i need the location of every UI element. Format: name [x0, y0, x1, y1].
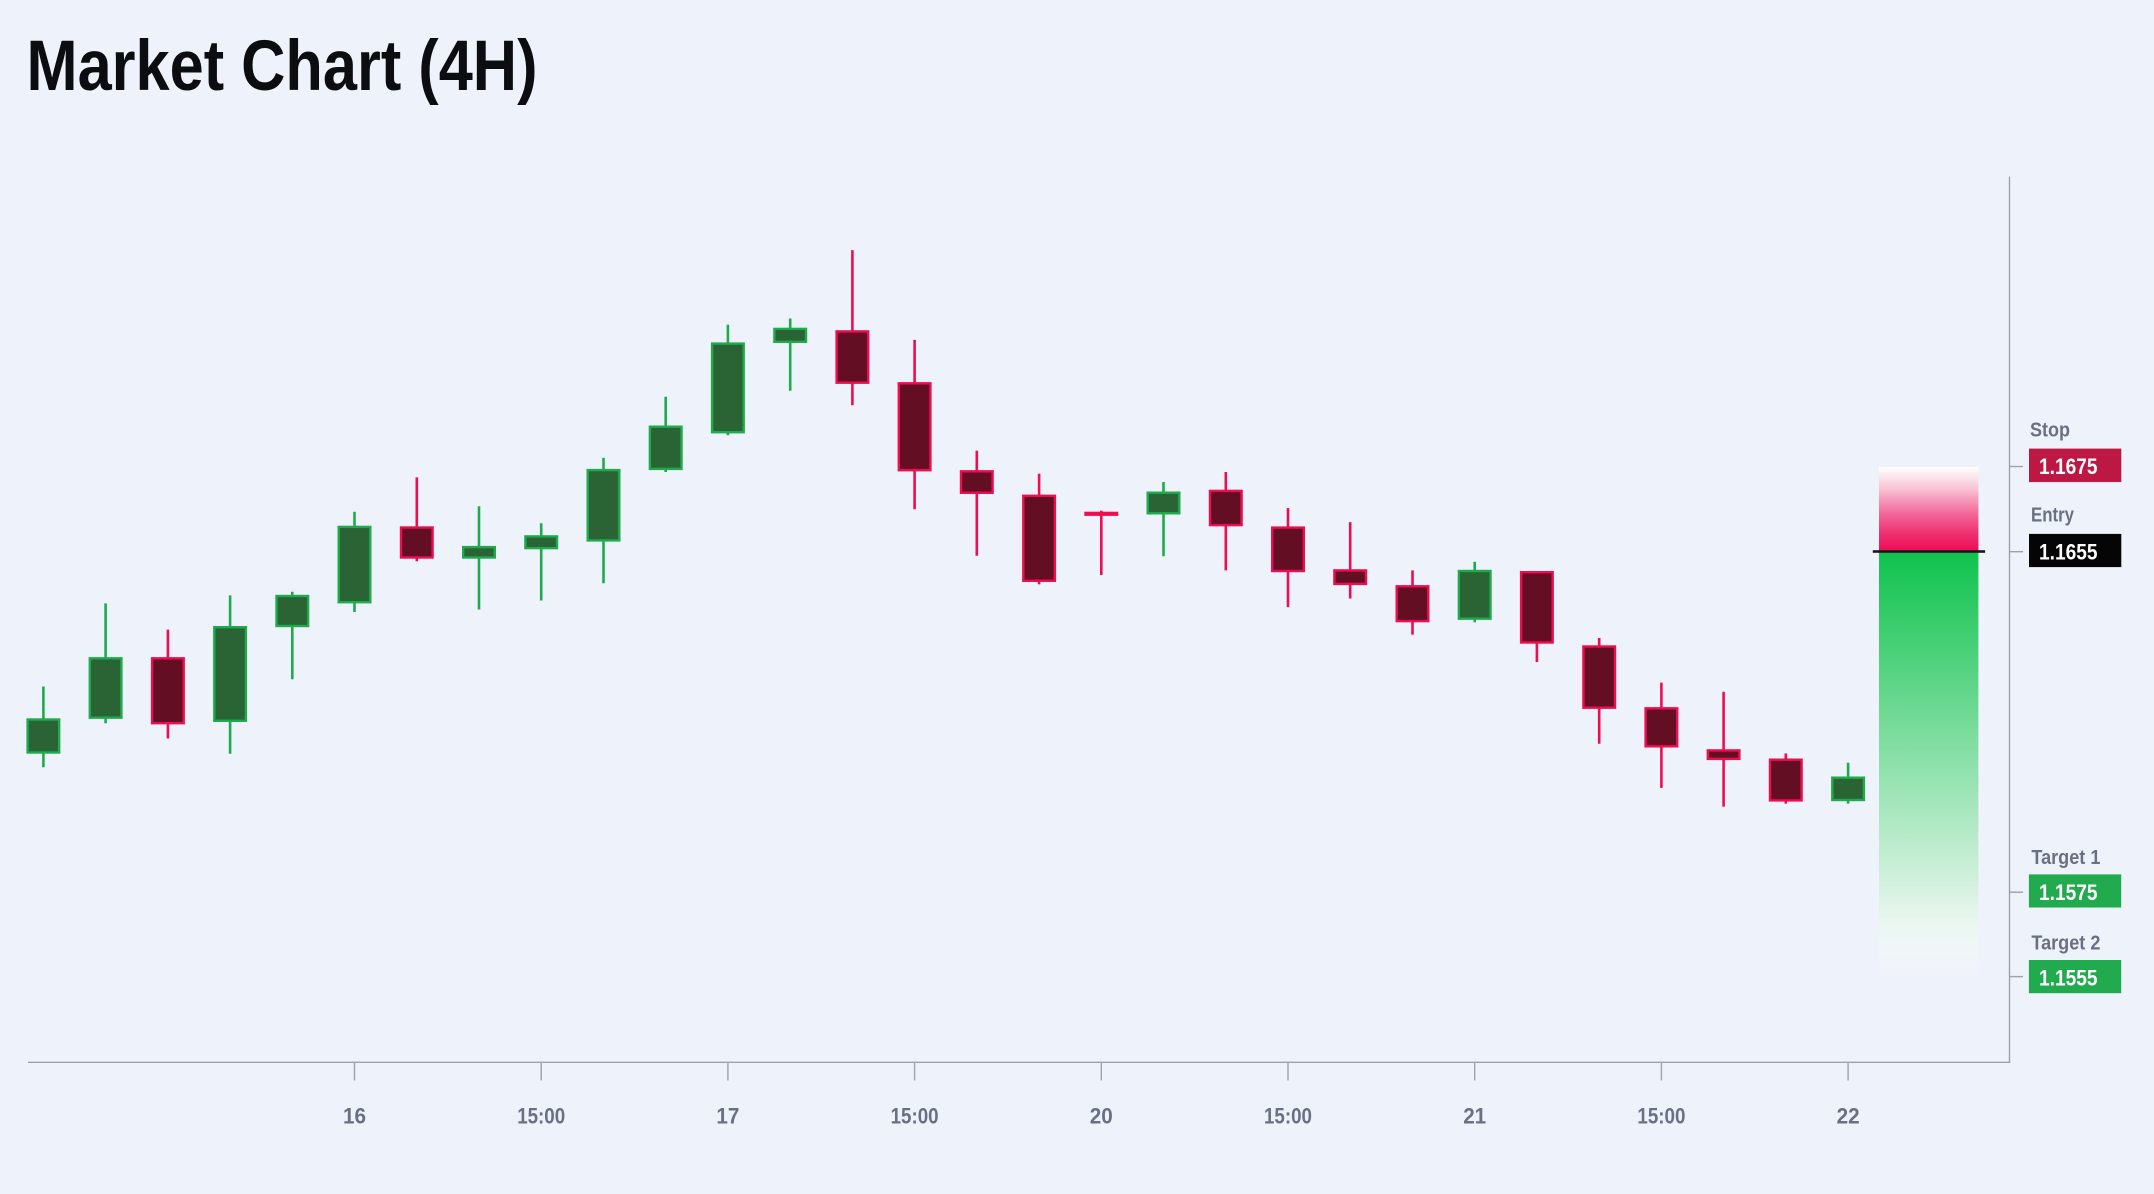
svg-text:22: 22	[1837, 1104, 1860, 1129]
svg-text:15:00: 15:00	[1637, 1104, 1685, 1129]
svg-text:16: 16	[343, 1104, 366, 1129]
svg-text:Market Chart (4H): Market Chart (4H)	[27, 27, 538, 106]
svg-text:15:00: 15:00	[517, 1104, 565, 1129]
svg-text:17: 17	[716, 1104, 739, 1129]
svg-text:20: 20	[1090, 1104, 1113, 1129]
svg-text:Target 1: Target 1	[2031, 847, 2100, 869]
svg-text:15:00: 15:00	[1264, 1104, 1312, 1129]
svg-text:Stop: Stop	[2030, 419, 2070, 441]
svg-text:1.1555: 1.1555	[2039, 966, 2098, 991]
svg-text:Entry: Entry	[2031, 505, 2075, 527]
svg-text:21: 21	[1463, 1104, 1486, 1129]
svg-text:Target 2: Target 2	[2031, 933, 2100, 955]
svg-text:1.1575: 1.1575	[2039, 880, 2098, 905]
svg-text:1.1675: 1.1675	[2039, 454, 2098, 479]
svg-text:1.1655: 1.1655	[2039, 540, 2098, 565]
svg-text:15:00: 15:00	[891, 1104, 939, 1129]
